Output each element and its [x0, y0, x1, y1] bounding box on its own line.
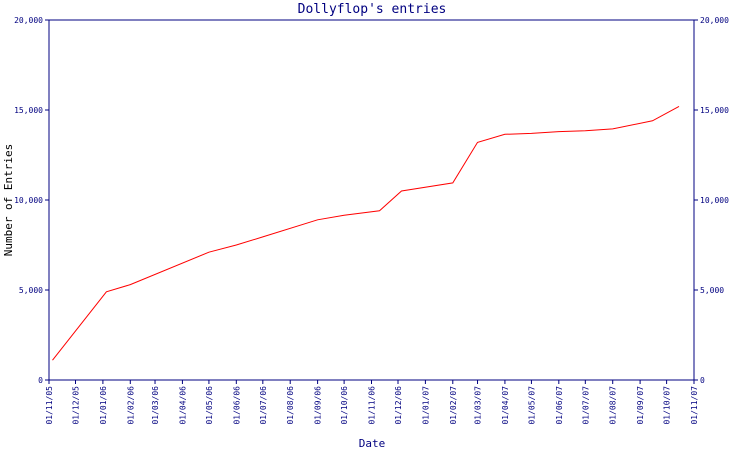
x-tick-label: 01/06/06: [232, 386, 241, 425]
x-tick-label: 01/07/06: [259, 386, 268, 425]
x-tick-label: 01/11/07: [690, 386, 699, 425]
x-tick-label: 01/08/07: [609, 386, 618, 425]
x-tick-label: 01/06/07: [555, 386, 564, 425]
y-axis-label: Number of Entries: [2, 144, 15, 257]
x-axis-label: Date: [359, 437, 386, 450]
x-tick-label: 01/08/06: [286, 386, 295, 425]
y-tick-label-right: 15,000: [700, 106, 729, 115]
x-tick-label: 01/10/07: [663, 386, 672, 425]
y-tick-label-left: 10,000: [14, 196, 43, 205]
x-tick-label: 01/09/06: [314, 386, 323, 425]
x-tick-label: 01/12/06: [394, 386, 403, 425]
x-tick-label: 01/09/07: [636, 386, 645, 425]
x-tick-label: 01/04/07: [501, 386, 510, 425]
series-line: [52, 105, 680, 361]
y-axis-right: 0 5,000 10,000 15,000 20,000: [694, 16, 729, 385]
x-tick-label: 01/01/06: [99, 386, 108, 425]
x-tick-label: 01/04/06: [178, 386, 187, 425]
x-axis: 01/11/05 01/12/05 01/01/06 01/02/06 01/03/06…: [45, 380, 699, 425]
x-tick-label: 01/11/05: [45, 386, 54, 425]
x-tick-label: 01/02/06: [126, 386, 135, 425]
x-tick-label: 01/03/07: [474, 386, 483, 425]
x-tick-label: 01/01/07: [421, 386, 430, 425]
y-tick-label-left: 5,000: [19, 286, 43, 295]
series-layer: [52, 105, 680, 361]
y-tick-label-left: 0: [38, 376, 43, 385]
x-tick-label: 01/02/07: [449, 386, 458, 425]
x-tick-label: 01/05/06: [205, 386, 214, 425]
x-tick-label: 01/12/05: [72, 386, 81, 425]
y-axis-left: 0 5,000 10,000 15,000 20,000: [14, 16, 49, 385]
x-tick-label: 01/03/06: [151, 386, 160, 425]
y-tick-label-right: 20,000: [700, 16, 729, 25]
y-tick-label-right: 0: [700, 376, 705, 385]
x-tick-label: 01/07/07: [581, 386, 590, 425]
x-tick-label: 01/11/06: [368, 386, 377, 425]
x-tick-label: 01/05/07: [527, 386, 536, 425]
chart-title: Dollyflop's entries: [298, 2, 447, 17]
y-tick-label-left: 20,000: [14, 16, 43, 25]
x-tick-label: 01/10/06: [340, 386, 349, 425]
y-tick-label-right: 5,000: [700, 286, 724, 295]
y-tick-label-left: 15,000: [14, 106, 43, 115]
y-tick-label-right: 10,000: [700, 196, 729, 205]
plot-frame: [48, 19, 695, 381]
